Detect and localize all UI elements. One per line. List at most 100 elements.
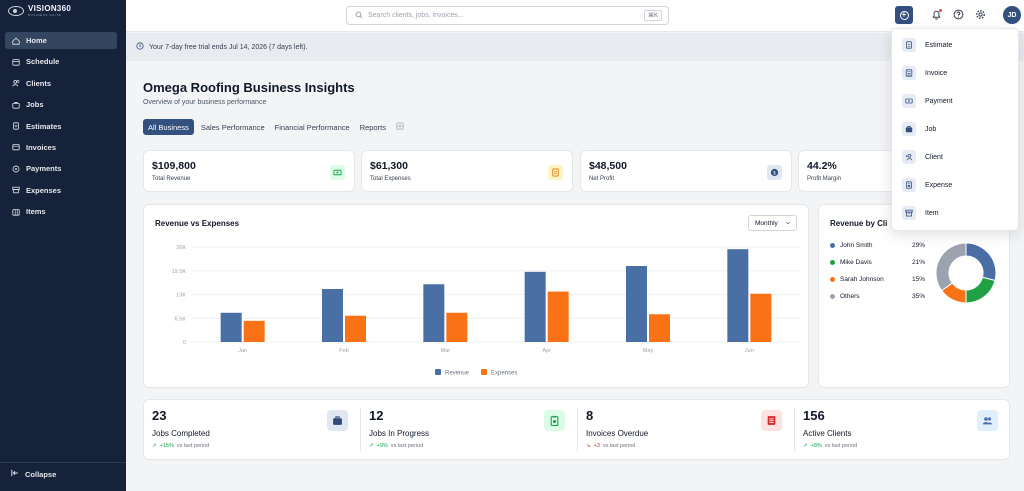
sidebar-item-home[interactable]: Home (5, 32, 117, 49)
legend-item-john-smith: John Smith 29% (830, 242, 925, 249)
box-icon (12, 208, 20, 216)
sidebar-item-label: Jobs (26, 100, 44, 110)
notifications-button[interactable] (930, 9, 942, 21)
tab-reports[interactable]: Reports (359, 122, 386, 132)
chart-title: Revenue vs Expenses (155, 219, 240, 228)
legend-pct: 15% (911, 276, 925, 283)
create-new-button[interactable]: + (895, 6, 913, 24)
revenue-bar-jun (727, 249, 749, 342)
kpi-label: Net Profit (589, 176, 615, 182)
y-tick-label: 26K (176, 245, 186, 251)
stat-value: 23 (152, 408, 167, 423)
coin-icon (12, 165, 20, 173)
invoice-icon (761, 410, 782, 431)
help-button[interactable] (952, 9, 964, 21)
tab-sales-performance[interactable]: Sales Performance (200, 122, 265, 132)
search-shortcut: ⌘K (643, 10, 662, 21)
users-icon (977, 410, 998, 431)
settings-button[interactable] (974, 9, 986, 21)
stat-jobs-in-progress: 12 Jobs In Progress ↗ +9% vs last period (360, 400, 577, 459)
sidebar-item-jobs[interactable]: Jobs (5, 96, 117, 113)
trend-down-icon: ↘ (586, 443, 591, 449)
legend-label: Expenses (491, 371, 517, 377)
legend-dot (830, 243, 835, 248)
app-name: VISION360 (28, 4, 72, 13)
stat-divider (577, 408, 578, 451)
donut-slice-others (935, 242, 967, 292)
donut-title: Revenue by Cli (830, 219, 888, 228)
collapse-sidebar-button[interactable]: Collapse (11, 469, 56, 479)
revenue-expenses-card: Revenue vs Expenses Monthly 0 6.5K 13K 19.5… (143, 204, 809, 388)
legend-dot (830, 294, 835, 299)
app-tagline: BUSINESS SUITE (28, 13, 62, 17)
search-input[interactable]: Search clients, jobs, invoices... ⌘K (346, 6, 669, 25)
users-icon (12, 79, 20, 87)
sidebar-item-payments[interactable]: Payments (5, 160, 117, 177)
legend-pct: 35% (911, 293, 925, 300)
document-icon (902, 38, 916, 52)
expenses-bar-mar (446, 312, 468, 342)
sidebar-item-invoices[interactable]: Invoices (5, 139, 117, 156)
stat-label: Jobs Completed (152, 429, 210, 438)
trend-value: +3 (593, 443, 600, 449)
menu-item-payment[interactable]: Payment (902, 93, 953, 109)
document-icon (12, 122, 20, 130)
user-avatar[interactable]: JD (1003, 6, 1021, 24)
menu-item-item[interactable]: Item (902, 205, 939, 221)
x-tick-label: May (643, 348, 654, 354)
period-select[interactable]: Monthly (748, 215, 797, 231)
bell-icon (931, 9, 942, 22)
page-title: Omega Roofing Business Insights (143, 80, 355, 95)
x-tick-label: Apr (542, 348, 551, 354)
search-placeholder: Search clients, jobs, invoices... (368, 12, 464, 19)
sidebar: VISION360 BUSINESS SUITE Home Schedule C… (0, 0, 126, 491)
plus-icon: + (899, 10, 909, 20)
menu-item-client[interactable]: Client (902, 149, 943, 165)
briefcase-icon (12, 101, 20, 109)
sidebar-item-clients[interactable]: Clients (5, 75, 117, 92)
stat-invoices-overdue: 8 Invoices Overdue ↘ +3 vs last period (577, 400, 794, 459)
legend-pct: 29% (911, 242, 925, 249)
gear-icon (975, 9, 986, 22)
kpi-value: $48,500 (589, 160, 627, 172)
stat-label: Active Clients (803, 429, 852, 438)
invoice-icon (12, 143, 20, 151)
grid-icon (396, 122, 404, 132)
legend-item-sarah-johnson: Sarah Johnson 15% (830, 276, 925, 283)
menu-item-invoice[interactable]: Invoice (902, 65, 947, 81)
period-select-value: Monthly (755, 219, 778, 227)
sidebar-item-expenses[interactable]: Expenses (5, 182, 117, 199)
tab-financial-performance[interactable]: Financial Performance (274, 122, 350, 132)
tab-customize[interactable] (393, 119, 407, 135)
menu-item-expense[interactable]: Expense (902, 177, 952, 193)
create-menu-dropdown: Estimate Invoice Payment Job Client Expe… (891, 28, 1019, 231)
menu-item-job[interactable]: Job (902, 121, 936, 137)
stat-trend: ↘ +3 vs last period (586, 443, 635, 449)
menu-item-estimate[interactable]: Estimate (902, 37, 952, 53)
y-tick-label: 6.5K (175, 316, 187, 322)
sidebar-item-estimates[interactable]: Estimates (5, 118, 117, 135)
expenses-bar-jan (243, 320, 265, 342)
trend-period: vs last period (176, 443, 210, 449)
sidebar-item-schedule[interactable]: Schedule (5, 53, 117, 70)
menu-item-label: Job (925, 125, 937, 133)
sidebar-item-label: Schedule (26, 57, 60, 67)
revenue-bar-jan (220, 312, 242, 342)
legend-dot (830, 277, 835, 282)
revenue-by-client-card: Revenue by Cli John Smith 29% Mike Davis… (818, 204, 1010, 388)
kpi-card-total-revenue: $109,800 Total Revenue (143, 150, 355, 192)
trial-banner: Your 7-day free trial ends Jul 14, 2026 … (126, 33, 1024, 61)
expenses-bar-jun (750, 293, 772, 342)
receipt-icon (12, 186, 20, 194)
app-logo[interactable]: VISION360 BUSINESS SUITE (8, 5, 71, 17)
legend-label: Sarah Johnson (840, 276, 884, 283)
trial-banner-text: Your 7-day free trial ends Jul 14, 2026 … (149, 43, 308, 51)
archive-box-icon (902, 206, 916, 220)
chevron-down-icon (785, 220, 791, 228)
legend-swatch (435, 369, 441, 375)
tab-all-business[interactable]: All Business (143, 119, 194, 135)
home-icon (12, 37, 20, 45)
revenue-bar-apr (524, 271, 546, 342)
sidebar-item-items[interactable]: Items (5, 203, 117, 220)
trend-period: vs last period (390, 443, 424, 449)
